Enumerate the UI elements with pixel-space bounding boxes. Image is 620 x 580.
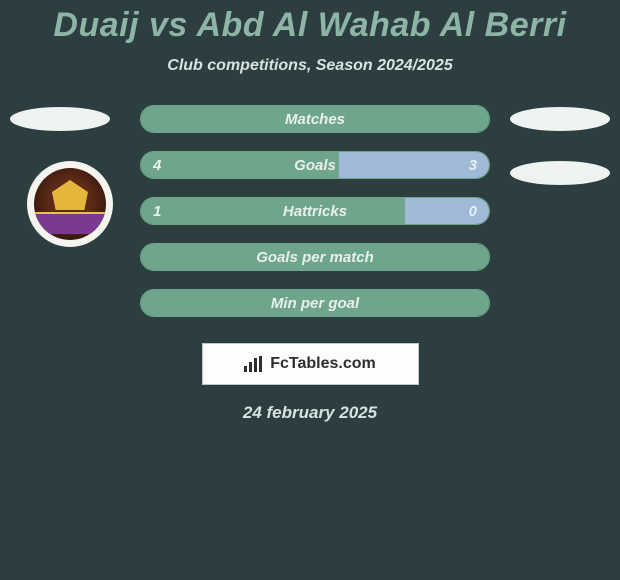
right-player-avatar-placeholder	[510, 107, 610, 131]
stat-bar: Goals4 3	[140, 151, 490, 179]
stat-bar: Goals per match	[140, 243, 490, 271]
club-crest-graphic	[34, 168, 106, 240]
stat-bar-label: Goals	[141, 152, 489, 178]
stat-bar: Matches	[140, 105, 490, 133]
stat-bar-label: Hattricks	[141, 198, 489, 224]
stat-bar-label: Matches	[141, 106, 489, 132]
left-club-badge	[27, 161, 113, 247]
subtitle: Club competitions, Season 2024/2025	[0, 57, 620, 75]
date-text: 24 february 2025	[0, 403, 620, 423]
stat-bar-left-value: 4	[153, 152, 161, 178]
stat-bar: Hattricks1 0	[140, 197, 490, 225]
right-club-badge-placeholder	[510, 161, 610, 185]
bar-chart-icon	[244, 356, 264, 372]
comparison-bars: Matches Goals4 3 Hattricks1 0 Goals per match…	[140, 105, 490, 335]
page-title: Duaij vs Abd Al Wahab Al Berri	[0, 6, 620, 45]
stat-bar-label: Min per goal	[141, 290, 489, 316]
stat-bar-left-value: 1	[153, 198, 161, 224]
stat-bar-label: Goals per match	[141, 244, 489, 270]
stat-bar-right-value: 3	[469, 152, 477, 178]
left-player-avatar-placeholder	[10, 107, 110, 131]
footer-brand-text: FcTables.com	[270, 355, 376, 373]
stats-area: Matches Goals4 3 Hattricks1 0 Goals per match…	[0, 105, 620, 335]
footer-brand-box: FcTables.com	[202, 343, 419, 385]
stat-bar: Min per goal	[140, 289, 490, 317]
stat-bar-right-value: 0	[469, 198, 477, 224]
